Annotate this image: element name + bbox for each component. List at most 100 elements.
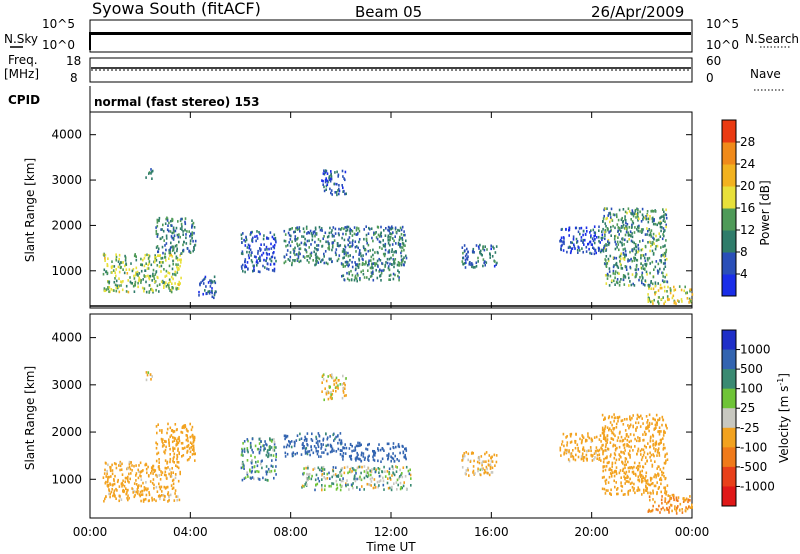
data-cell	[294, 452, 297, 456]
data-cell	[260, 445, 262, 449]
data-cell	[361, 257, 364, 261]
data-cell	[601, 238, 603, 242]
data-cell	[659, 225, 662, 229]
data-cell	[392, 237, 394, 240]
data-cell	[211, 290, 213, 293]
data-cell	[307, 478, 309, 481]
data-cell	[106, 271, 109, 275]
data-cell	[306, 259, 309, 262]
data-cell	[590, 438, 593, 441]
data-cell	[172, 277, 174, 281]
data-cell	[273, 443, 276, 446]
data-cell	[568, 245, 571, 249]
data-cell	[371, 272, 373, 275]
data-cell	[284, 451, 287, 455]
data-cell	[314, 253, 317, 257]
data-cell	[304, 437, 307, 440]
data-cell	[327, 397, 330, 401]
data-cell	[666, 295, 669, 298]
data-cell	[395, 231, 398, 234]
data-cell	[317, 445, 320, 449]
data-cell	[372, 278, 375, 282]
data-cell	[257, 252, 259, 255]
data-cell	[646, 421, 648, 424]
data-cell	[607, 214, 609, 217]
data-cell	[113, 489, 116, 492]
data-cell	[291, 454, 294, 458]
data-cell	[275, 452, 277, 456]
data-cell	[342, 256, 344, 260]
data-cell	[358, 259, 361, 262]
data-cell	[163, 485, 166, 489]
data-cell	[396, 466, 398, 469]
data-cell	[351, 449, 353, 453]
data-cell	[637, 447, 640, 451]
data-cell	[348, 470, 351, 474]
data-cell	[193, 452, 195, 455]
data-cell	[335, 248, 338, 251]
data-cell	[174, 492, 176, 495]
data-cell	[145, 493, 148, 497]
data-cell	[566, 450, 568, 453]
data-cell	[313, 467, 316, 470]
data-cell	[387, 251, 390, 254]
data-cell	[603, 208, 605, 212]
data-cell	[107, 257, 109, 260]
data-cell	[113, 479, 115, 482]
data-cell	[145, 262, 147, 265]
data-cell	[644, 259, 647, 263]
data-cell	[272, 245, 274, 248]
data-cell	[638, 488, 641, 492]
data-cell	[308, 231, 310, 235]
data-cell	[612, 432, 615, 436]
data-cell	[355, 250, 357, 253]
data-cell	[461, 246, 464, 249]
data-cell	[346, 271, 348, 275]
data-cell	[354, 474, 356, 477]
data-cell	[632, 221, 635, 225]
data-cell	[603, 428, 605, 432]
data-cell	[570, 241, 572, 244]
data-cell	[605, 489, 608, 492]
data-cell	[388, 239, 390, 242]
data-cell	[623, 418, 626, 421]
data-cell	[634, 253, 637, 256]
data-cell	[667, 285, 669, 289]
data-cell	[584, 232, 587, 236]
data-cell	[616, 240, 619, 244]
data-cell	[402, 484, 405, 488]
data-cell	[651, 282, 654, 286]
data-cell	[618, 272, 620, 275]
data-cell	[345, 483, 347, 487]
data-cell	[344, 452, 347, 455]
data-cell	[375, 268, 377, 272]
data-cell	[314, 240, 316, 244]
data-cell	[294, 237, 296, 241]
data-cell	[135, 271, 137, 275]
data-cell	[373, 262, 376, 265]
data-cell	[245, 238, 248, 242]
data-cell	[618, 415, 621, 419]
data-cell	[647, 442, 649, 445]
data-cell	[171, 479, 174, 482]
data-cell	[604, 207, 607, 211]
data-cell	[265, 442, 267, 446]
power-y-axis-label: Slant Range [km]	[23, 158, 37, 262]
data-cell	[375, 262, 377, 265]
data-cell	[164, 448, 167, 452]
data-cell	[393, 482, 395, 485]
data-cell	[607, 274, 609, 277]
data-cell	[633, 247, 636, 250]
data-cell	[352, 239, 354, 242]
data-cell	[133, 290, 136, 293]
data-cell	[172, 272, 174, 276]
data-cell	[647, 258, 649, 262]
data-cell	[612, 438, 615, 441]
data-cell	[325, 188, 327, 191]
data-cell	[185, 434, 188, 437]
data-cell	[333, 379, 335, 383]
data-cell	[143, 275, 146, 278]
data-cell	[271, 235, 274, 239]
data-cell	[654, 460, 656, 463]
